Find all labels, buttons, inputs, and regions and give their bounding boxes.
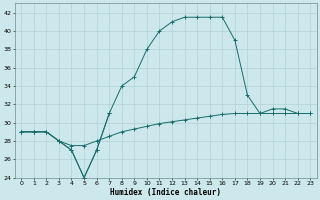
X-axis label: Humidex (Indice chaleur): Humidex (Indice chaleur) [110, 188, 221, 197]
